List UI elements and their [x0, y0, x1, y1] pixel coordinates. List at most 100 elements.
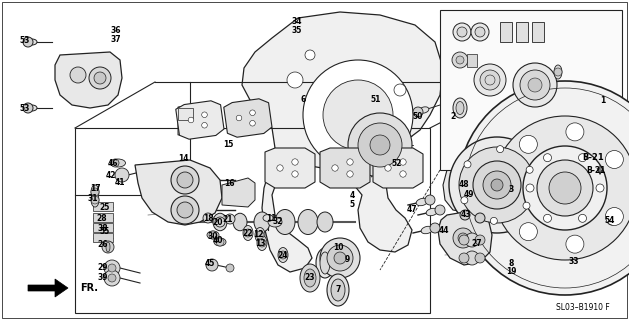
- Circle shape: [549, 172, 581, 204]
- Ellipse shape: [207, 231, 219, 239]
- Circle shape: [473, 161, 521, 209]
- Circle shape: [171, 196, 199, 224]
- Circle shape: [459, 253, 469, 263]
- Text: 1: 1: [600, 95, 606, 105]
- Circle shape: [491, 179, 503, 191]
- Circle shape: [177, 172, 193, 188]
- Circle shape: [458, 81, 629, 295]
- Circle shape: [475, 235, 485, 245]
- Circle shape: [523, 146, 607, 230]
- Text: 45: 45: [205, 260, 215, 268]
- Text: 53: 53: [19, 36, 30, 44]
- Circle shape: [537, 160, 593, 216]
- Circle shape: [226, 264, 234, 272]
- Text: B-21: B-21: [586, 165, 606, 174]
- Circle shape: [70, 67, 86, 83]
- Circle shape: [108, 274, 116, 282]
- Circle shape: [456, 56, 464, 64]
- Circle shape: [513, 63, 557, 107]
- Circle shape: [464, 161, 471, 168]
- Circle shape: [23, 103, 33, 113]
- Bar: [93, 202, 113, 211]
- Circle shape: [91, 196, 99, 204]
- Circle shape: [483, 171, 511, 199]
- Circle shape: [358, 123, 402, 167]
- Circle shape: [499, 179, 517, 197]
- Ellipse shape: [316, 248, 334, 278]
- Circle shape: [435, 205, 445, 215]
- Circle shape: [607, 215, 617, 225]
- Circle shape: [258, 239, 266, 247]
- Ellipse shape: [607, 217, 617, 223]
- Text: 42: 42: [106, 171, 116, 180]
- Ellipse shape: [268, 217, 282, 227]
- Circle shape: [188, 117, 194, 123]
- Text: 37: 37: [111, 35, 121, 44]
- Text: SL03–B1910 F: SL03–B1910 F: [556, 302, 610, 311]
- Bar: [75, 128, 430, 313]
- Ellipse shape: [554, 65, 562, 79]
- Circle shape: [413, 107, 423, 117]
- Text: 13: 13: [255, 238, 265, 247]
- Text: 38: 38: [97, 223, 108, 233]
- Circle shape: [250, 110, 255, 116]
- Circle shape: [453, 228, 473, 248]
- Ellipse shape: [27, 105, 37, 111]
- Circle shape: [250, 120, 255, 126]
- Circle shape: [566, 123, 584, 141]
- Circle shape: [400, 171, 406, 177]
- Bar: [440, 10, 622, 170]
- Circle shape: [102, 241, 114, 253]
- Text: 48: 48: [459, 180, 469, 188]
- Circle shape: [287, 72, 303, 88]
- Ellipse shape: [255, 228, 265, 243]
- Circle shape: [497, 146, 504, 153]
- Ellipse shape: [213, 213, 227, 231]
- Text: 15: 15: [223, 140, 233, 148]
- Text: 46: 46: [108, 158, 118, 167]
- Circle shape: [471, 23, 489, 41]
- Circle shape: [520, 223, 537, 241]
- Circle shape: [493, 116, 629, 260]
- Circle shape: [115, 168, 129, 182]
- Circle shape: [465, 251, 479, 265]
- Ellipse shape: [421, 226, 433, 234]
- Circle shape: [449, 137, 545, 233]
- Ellipse shape: [233, 213, 247, 231]
- Circle shape: [209, 231, 217, 239]
- Ellipse shape: [263, 214, 273, 221]
- Text: 51: 51: [371, 94, 381, 103]
- Ellipse shape: [416, 198, 428, 206]
- Circle shape: [89, 67, 111, 89]
- Text: 54: 54: [605, 215, 615, 225]
- Text: 11: 11: [265, 213, 276, 222]
- Text: 22: 22: [243, 228, 253, 237]
- Text: 2: 2: [450, 111, 455, 121]
- Polygon shape: [178, 105, 198, 135]
- Text: 6: 6: [301, 94, 306, 103]
- Text: 34: 34: [292, 17, 303, 26]
- Circle shape: [104, 270, 120, 286]
- Circle shape: [605, 207, 623, 226]
- Circle shape: [104, 260, 120, 276]
- Bar: [516, 22, 528, 42]
- Text: 49: 49: [464, 189, 474, 198]
- Circle shape: [475, 213, 485, 223]
- Ellipse shape: [419, 107, 429, 113]
- Ellipse shape: [456, 101, 464, 115]
- Circle shape: [523, 202, 530, 209]
- Circle shape: [520, 70, 550, 100]
- Polygon shape: [222, 178, 255, 207]
- Circle shape: [474, 64, 506, 96]
- Circle shape: [111, 159, 119, 167]
- Text: 23: 23: [304, 273, 315, 282]
- Text: FR.: FR.: [80, 283, 98, 293]
- Ellipse shape: [304, 269, 316, 287]
- Bar: [93, 223, 113, 232]
- Circle shape: [543, 154, 552, 162]
- Text: 12: 12: [253, 229, 264, 238]
- Ellipse shape: [214, 238, 226, 246]
- Text: 35: 35: [292, 26, 302, 35]
- Circle shape: [554, 68, 562, 76]
- Circle shape: [23, 37, 33, 47]
